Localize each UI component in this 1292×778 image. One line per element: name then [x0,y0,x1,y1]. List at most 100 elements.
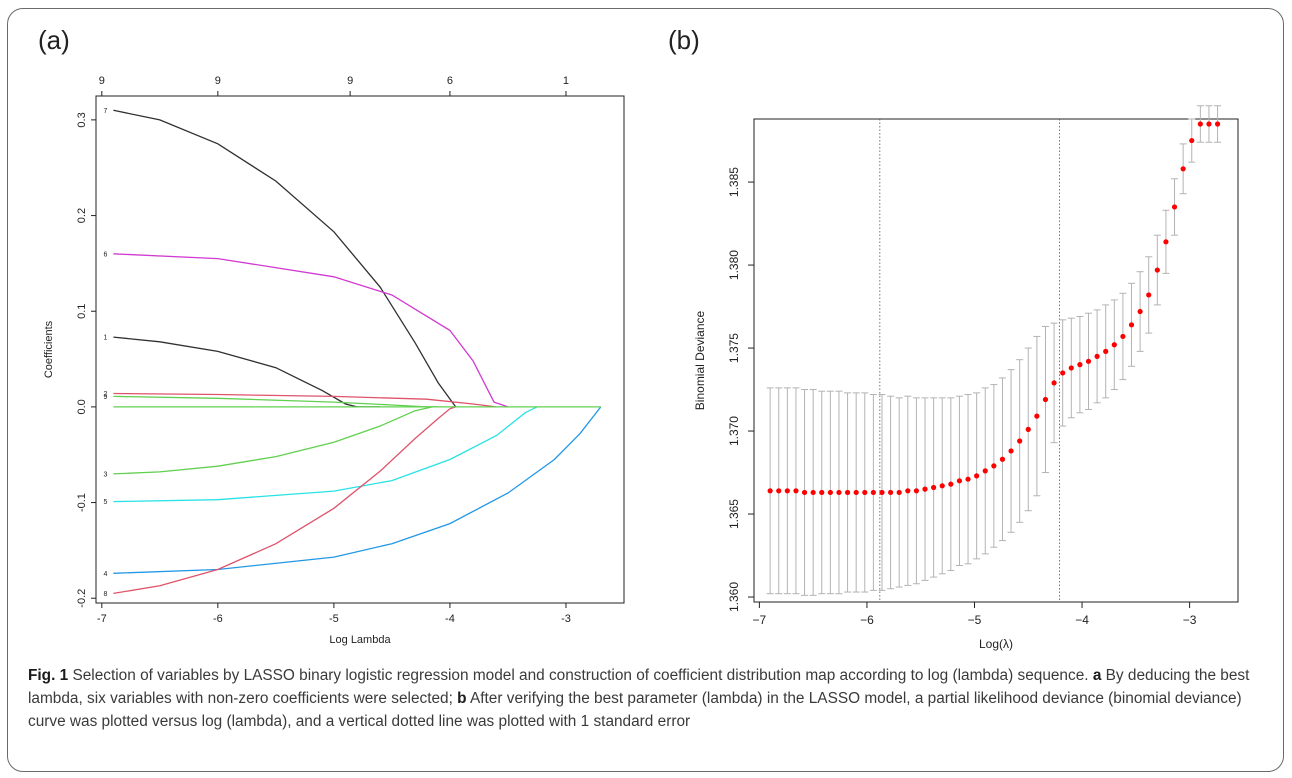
panel-a-chart: -7 -6 -5 -4 -3 9 9 9 6 1 -0.2 -0.1 0.0 0.1 0.2 0.3 Log L… [43,75,625,646]
panel-a-series-line [113,406,433,475]
panel-b-deviance-point [1103,348,1109,354]
panel-b-deviance-point [1060,370,1066,376]
panel-a-y-tick-label: 0.1 [76,304,88,319]
panel-b-deviance-point [922,486,928,492]
panel-b-deviance-point [913,488,920,494]
panel-b-deviance-point [1197,121,1203,127]
panel-b-x-tick-label: −6 [860,613,874,627]
caption-label: Fig. 1 [28,667,69,684]
panel-b-deviance-point [1171,204,1178,210]
panel-b-deviance-point [905,488,911,494]
panel-b-y-tick-label: 1.375 [727,333,741,363]
panel-a-y-axis-title: Coefficients [43,320,55,378]
panel-a-series-line [113,406,538,503]
panel-a-y-tick-label: -0.2 [76,589,88,608]
panel-a-x-tick-label: -6 [213,613,223,625]
panel-b-deviance-point [1085,358,1092,364]
panel-b-x-tick-label: −5 [968,613,982,627]
panel-b-deviance-point [939,483,945,489]
figure-canvas: (a) (b) -7 -6 -5 -4 -3 9 9 9 6 1 -0.2 -0.1 0.0 0.1 0.2… [38,25,1239,651]
panel-b-deviance-point [810,489,816,496]
panel-b-deviance-point [1128,322,1135,328]
panel-b-x-tick-label: −4 [1075,613,1089,627]
panel-b-deviance-point [896,489,902,496]
panel-a-background [38,89,648,644]
panel-b-y-tick-label: 1.370 [727,416,741,446]
panel-b-deviance-point [991,463,997,469]
panel-b-x-tick-label: −7 [753,613,767,627]
panel-b-y-tick-label: 1.365 [727,499,741,529]
caption-text-3: After verifying the best parameter (lamb… [28,690,1242,730]
panel-a-top-tick-label: 1 [563,75,569,87]
panel-b-deviance-point [836,489,842,496]
panel-b-deviance-point [776,488,782,494]
panel-b-y-tick-label: 1.380 [727,250,741,280]
panel-b-deviance-point [793,488,799,494]
panel-b-deviance-point [982,468,988,474]
panel-b-deviance-point [974,473,980,479]
panel-a-plot-frame [95,95,625,604]
panel-b-deviance-point [879,489,885,496]
panel-a-x-tick-label: -4 [445,613,455,625]
panel-a-series-label: 1 [103,335,107,342]
panel-b-deviance-point [999,456,1006,462]
figure-frame: (a) (b) -7 -6 -5 -4 -3 9 9 9 6 1 -0.2 -0.1 0.0 0.1 0.2… [7,8,1284,772]
panel-a-series-line [113,392,497,408]
panel-b-deviance-point [1146,292,1152,298]
caption-text-2: By deducing the best lambda, six variabl… [28,667,1250,707]
panel-b-deviance-point [887,489,894,496]
panel-b-deviance-point [767,488,773,494]
panel-a-y-tick-label: 0.3 [76,112,88,127]
panel-b-deviance-point [1214,121,1221,127]
panel-a-x-tick-label: -7 [97,613,107,625]
panel-b-deviance-point [965,476,971,482]
panel-b-deviance-point [1034,413,1040,419]
panel-b-plot-frame [753,118,1239,603]
panel-b-deviance-point [844,489,851,496]
panel-b-deviance-point [1163,239,1169,245]
panel-b-x-tick-label: −3 [1183,613,1197,627]
panel-a-series-label: 8 [103,591,107,598]
panel-b-deviance-point [1077,362,1083,368]
panel-b-deviance-point [1068,365,1074,371]
panel-b-deviance-point [862,489,868,496]
caption-mark-b: b [457,690,467,707]
panel-a-series-label: 6 [103,251,107,258]
panel-b-chart: −7 −6 −5 −4 −3 1.360 1.365 1.370 1.375 1.380 1.385… [693,105,1239,651]
panel-a-x-tick-label: -5 [329,613,339,625]
panel-b-deviance-point [1154,267,1160,273]
panel-a-series-label: 7 [103,108,107,115]
panel-a-top-tick-label: 9 [99,75,105,87]
panel-a-x-axis-title: Log Lambda [329,634,391,646]
panel-b-deviance-point [1008,448,1014,454]
panel-b-deviance-point [1025,426,1031,432]
panel-a-top-tick-label: 6 [447,75,453,87]
panel-b-deviance-point [1017,438,1023,444]
panel-b-deviance-point [1094,353,1100,359]
panel-a-letter: (a) [38,25,70,55]
panel-b-deviance-point [801,489,808,496]
panel-a-series-label: 9 [103,394,107,401]
panel-a-series-label: 3 [103,471,107,478]
figure-caption: Fig. 1 Selection of variables by LASSO b… [28,664,1273,733]
panel-b-deviance-point [948,481,954,487]
panel-a-y-tick-label: 0.0 [76,399,88,414]
panel-b-y-axis-title: Binomial Deviance [693,310,707,410]
panel-a-series-label: 5 [103,499,107,506]
panel-a-series-line [113,406,602,574]
panel-b-deviance-point [1137,308,1143,315]
panel-b-x-axis-title: Log(λ) [979,637,1013,651]
panel-a-series-label: 4 [103,571,107,578]
panel-b-y-tick-label: 1.360 [727,582,741,612]
panel-a-y-tick-label: 0.2 [76,208,88,223]
panel-b-deviance-point [1180,166,1186,172]
caption-text-1: Selection of variables by LASSO binary l… [68,667,1093,684]
panel-a-y-tick-label: -0.1 [76,493,88,512]
panel-b-deviance-point [1120,333,1126,340]
panel-a-series-label: 2 [103,391,107,398]
panel-b-letter: (b) [668,25,700,55]
panel-a-series-line [113,109,457,408]
panel-a-x-tick-label: -3 [561,613,571,625]
panel-b-deviance-point [853,489,859,496]
panel-b-deviance-point [1042,396,1049,403]
